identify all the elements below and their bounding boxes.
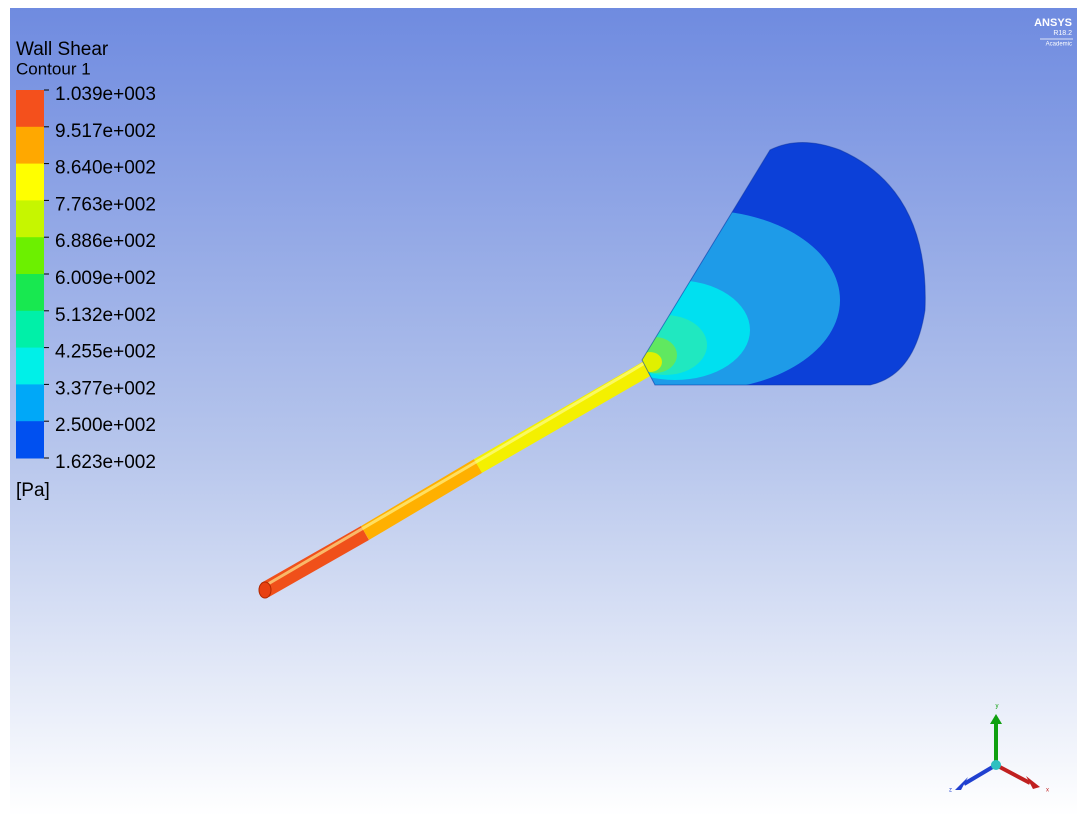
legend-label: 3.377e+002: [55, 378, 156, 399]
legend-label: 1.039e+003: [55, 84, 156, 105]
triad-y-label: y: [996, 704, 999, 710]
legend-band: [16, 237, 44, 274]
triad-x-label: x: [1046, 788, 1049, 794]
legend-label: 6.886e+002: [55, 231, 156, 252]
triad-center: [991, 760, 1001, 770]
viewer: Wall Shear Contour 1 1.039e+003 9.517e+00…: [0, 0, 1077, 816]
pipe-end: [259, 582, 271, 598]
legend-band: [16, 127, 44, 164]
legend-band: [16, 90, 44, 127]
legend-label: 1.623e+002: [55, 452, 156, 473]
legend-label: 9.517e+002: [55, 121, 156, 142]
logo-edition: Academic: [1046, 42, 1072, 48]
legend-subtitle: Contour 1: [16, 59, 91, 78]
legend-band: [16, 421, 44, 458]
page: Wall Shear Contour 1 1.039e+003 9.517e+00…: [0, 0, 1077, 816]
legend-title: Wall Shear: [16, 39, 109, 60]
logo-version: R18.2: [1053, 30, 1072, 37]
legend-band: [16, 348, 44, 385]
legend-band: [16, 164, 44, 201]
legend-label: 7.763e+002: [55, 194, 156, 215]
legend-label: 6.009e+002: [55, 268, 156, 289]
legend-band: [16, 200, 44, 237]
legend-band: [16, 274, 44, 311]
legend-band: [16, 384, 44, 421]
legend-label: 4.255e+002: [55, 342, 156, 363]
legend-unit: [Pa]: [16, 480, 50, 501]
triad-z-label: z: [949, 788, 952, 794]
legend-band: [16, 311, 44, 348]
legend-label: 2.500e+002: [55, 415, 156, 436]
logo-name: ANSYS: [1034, 17, 1072, 29]
legend-label: 8.640e+002: [55, 158, 156, 179]
viewport-background: [10, 8, 1077, 816]
legend-label: 5.132e+002: [55, 305, 156, 326]
